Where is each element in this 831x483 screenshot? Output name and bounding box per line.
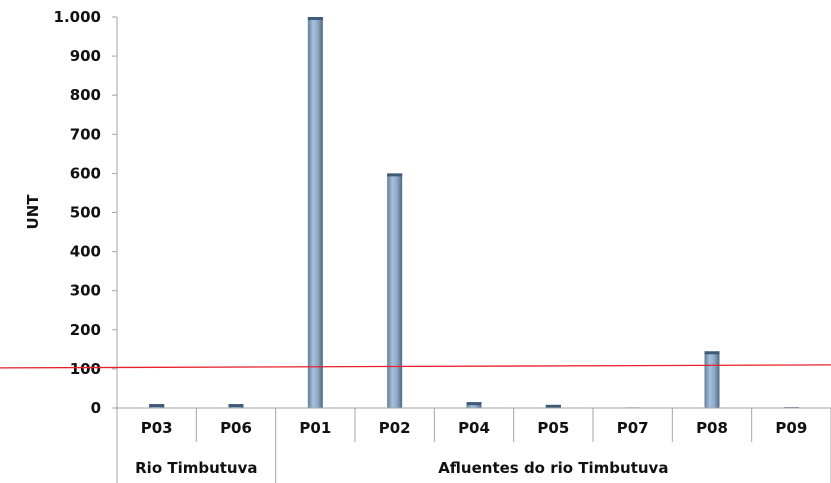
y-tick-label: 700	[70, 125, 101, 143]
y-tick-label: 200	[70, 321, 101, 339]
category-label: P03	[141, 419, 173, 437]
bar-cap	[149, 404, 165, 408]
y-tick-label: 0	[91, 399, 101, 417]
y-tick-label: 900	[70, 47, 101, 65]
bar-cap	[307, 17, 323, 20]
bar-cap	[228, 404, 244, 408]
x-axis	[116, 407, 831, 442]
y-tick-label: 500	[70, 204, 101, 222]
reference-line	[0, 364, 831, 369]
category-label: P09	[775, 419, 807, 437]
y-tick-labels: 0 100 200 300 400 500 600 700 800 900 1.000	[54, 8, 101, 417]
category-label: P07	[617, 419, 649, 437]
category-label: P05	[537, 419, 569, 437]
y-tick-label: 600	[70, 164, 101, 182]
y-axis-label: UNT	[24, 194, 42, 230]
y-tick-label: 400	[70, 243, 101, 261]
y-tick-label: 800	[70, 86, 101, 104]
bar-cap	[545, 404, 561, 408]
category-label: P02	[379, 419, 411, 437]
group-label: Rio Timbutuva	[135, 459, 257, 477]
bar	[307, 17, 323, 408]
bar	[387, 173, 403, 408]
category-label: P06	[220, 419, 252, 437]
y-tick-label: 300	[70, 282, 101, 300]
bar-cap	[466, 402, 482, 406]
y-tick-label: 100	[70, 360, 101, 378]
bar-cap	[704, 351, 720, 355]
group-labels: Rio Timbutuva Afluentes do rio Timbutuva	[116, 442, 831, 483]
y-axis	[112, 16, 118, 409]
y-tick-label: 1.000	[54, 8, 101, 26]
category-label: P08	[696, 419, 728, 437]
bars	[149, 17, 799, 408]
category-labels: P03 P06 P01 P02 P04 P05 P07 P08 P09	[141, 419, 808, 437]
bar-cap	[387, 173, 403, 177]
group-label: Afluentes do rio Timbutuva	[438, 459, 668, 477]
bar	[704, 351, 720, 408]
category-label: P01	[299, 419, 331, 437]
category-label: P04	[458, 419, 490, 437]
